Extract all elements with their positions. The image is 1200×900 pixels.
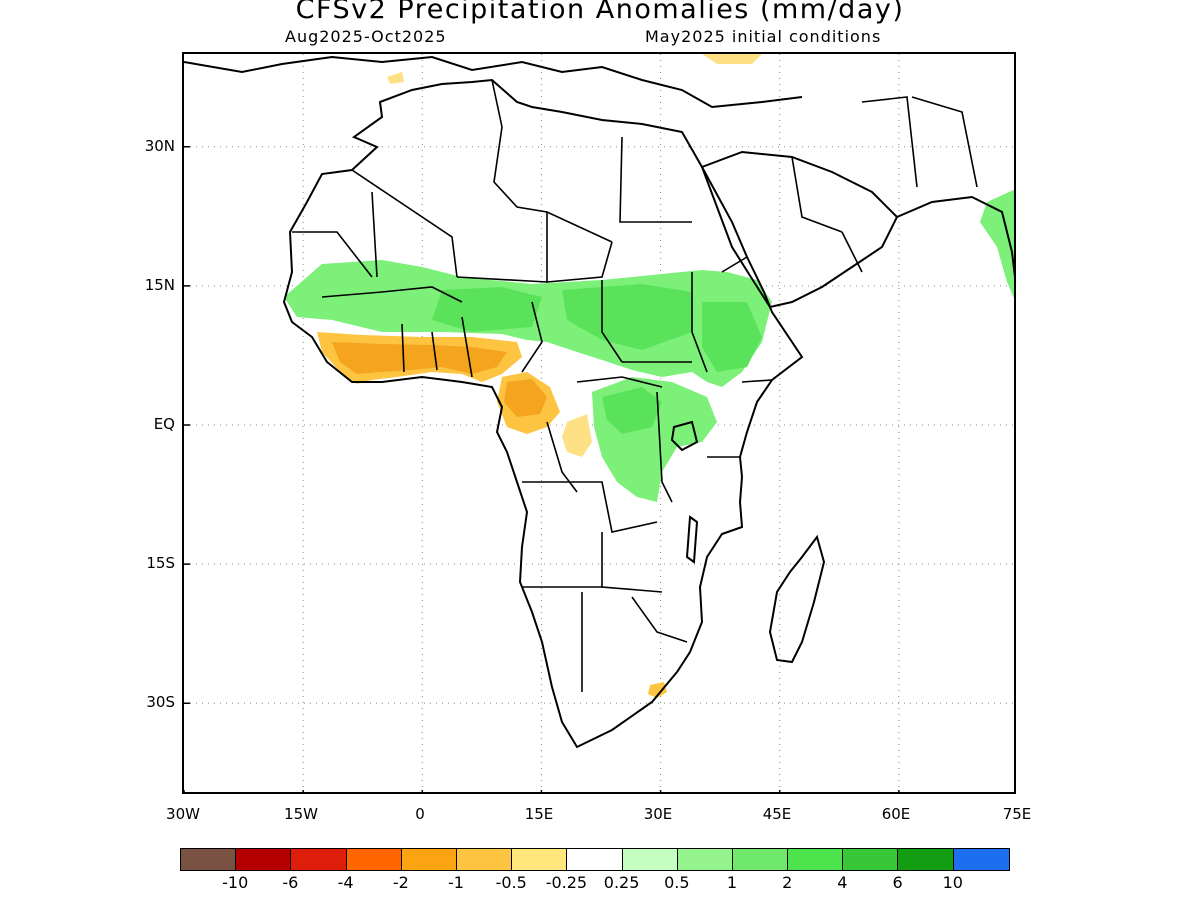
colorbar-label: -0.25 [545,873,588,892]
south-africa-dry-spot [648,682,667,698]
colorbar-swatch [622,849,678,870]
border-line [461,316,473,378]
lat-label-eq: EQ [153,415,175,433]
border-line [491,79,613,243]
border-line [911,96,978,188]
colorbar-swatch [732,849,789,870]
lon-label-75e: 75E [1002,805,1032,823]
border-line [546,212,613,283]
lon-label-30w: 30W [166,805,200,823]
border-line [841,231,863,273]
ethiopia-wet-core [702,302,762,372]
morocco-dry-spot [387,72,404,84]
colorbar-swatch [843,849,899,870]
colorbar-swatch [567,849,623,870]
anomaly-shading [284,54,1014,698]
colorbar-swatch [677,849,733,870]
colorbar-swatch [181,849,237,870]
border-line [601,280,623,363]
colorbar-label: 4 [837,873,848,892]
border-line [431,331,438,371]
lat-label-30n: 30N [144,137,175,155]
border-line [521,301,543,373]
border-line [691,272,708,373]
border-line [861,96,918,188]
colorbar-swatch [788,849,844,870]
lon-label-60e: 60E [881,805,911,823]
europe-coastline [184,55,803,109]
border-line [292,231,373,278]
colorbar-label: -2 [392,873,409,892]
colorbar-swatch [291,849,347,870]
colorbar [180,848,1010,871]
chart-title: CFSv2 Precipitation Anomalies (mm/day) [295,0,905,25]
valid-period: Aug2025-Oct2025 [285,27,447,46]
lon-label-15e: 15E [524,805,554,823]
colorbar-label: -10 [222,873,249,892]
colorbar-label: -4 [337,873,354,892]
country-borders [292,79,978,692]
lat-label-15s: 15S [146,554,175,572]
initial-conditions: May2025 initial conditions [645,27,882,46]
border-line [656,391,673,503]
congo-wet-core [602,387,662,434]
border-line [576,376,663,388]
colorbar-swatch [401,849,457,870]
colorbar-label: 1 [726,873,738,892]
lon-label-30e: 30E [643,805,673,823]
map-panel [182,52,1016,794]
colorbar-swatch [898,849,954,870]
congo-dry-spot [562,414,592,457]
guinea-coast-dry-core [332,342,507,374]
lat-label-15n: 15N [144,276,175,294]
border-line [321,286,463,303]
colorbar-label: 0.25 [603,873,640,892]
arabia-coastline [700,150,899,309]
border-line [456,276,548,283]
asia-coastline [896,195,1014,278]
colorbar-label: -0.5 [495,873,527,892]
border-line [741,379,773,383]
colorbar-swatch [456,849,513,870]
border-line [522,481,658,533]
sahel-wet-core-1 [432,287,542,332]
colorbar-label: -6 [282,873,299,892]
border-line [546,421,578,493]
colorbar-swatch [346,849,402,870]
colorbar-label: 0.5 [664,873,690,892]
colorbar-label: -1 [448,873,464,892]
africa-map [184,54,1014,792]
lon-label-15w: 15W [284,805,318,823]
border-line [401,323,405,373]
colorbar-swatch [953,849,1009,870]
cameroon-gabon-dry-core [504,379,547,417]
border-line [371,191,378,278]
colorbar-swatch [512,849,568,870]
border-line [619,136,692,223]
africa-coastline [282,78,804,749]
coastlines [184,55,1014,749]
lon-label-45e: 45E [762,805,792,823]
border-line [721,256,748,273]
lon-label-0: 0 [415,805,425,823]
border-line [601,532,663,593]
lake-malawi [685,515,699,564]
lat-label-30s: 30S [146,693,175,711]
colorbar-label: 2 [782,873,793,892]
lake-victoria [670,420,699,452]
sahel-wet-core-2 [562,284,692,350]
border-line [351,169,458,278]
border-line [631,596,688,643]
madagascar-coastline [768,534,826,664]
border-line [791,156,843,233]
colorbar-label: 6 [892,873,903,892]
colorbar-label: 10 [942,873,963,892]
north-dry-spot [702,54,762,64]
colorbar-swatch [236,849,292,870]
india-west-coast-wet [980,189,1014,299]
